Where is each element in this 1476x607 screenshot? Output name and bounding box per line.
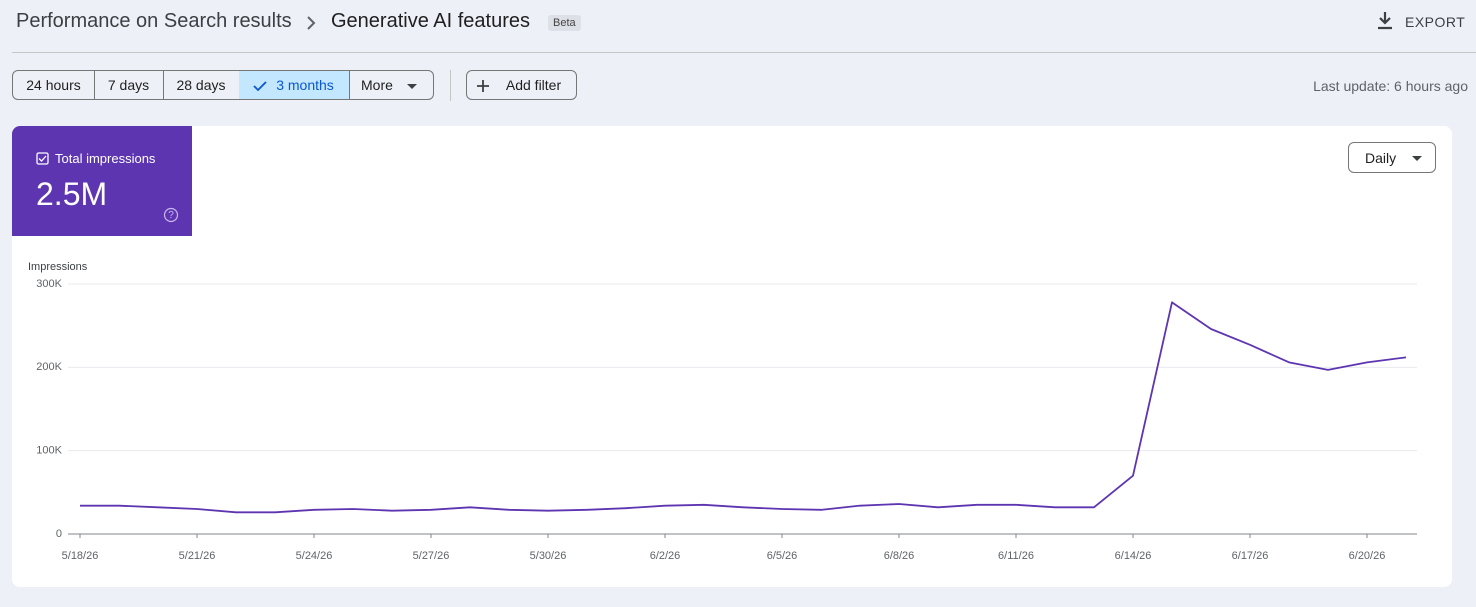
range-button[interactable]: 28 days bbox=[163, 70, 240, 100]
chevron bbox=[307, 16, 316, 30]
y-tick-label: 300K bbox=[36, 278, 62, 290]
svg-text:?: ? bbox=[168, 210, 174, 221]
granularity-label: Daily bbox=[1365, 150, 1397, 166]
y-tick-label: 0 bbox=[56, 528, 62, 540]
breadcrumb[interactable]: Performance on Search results bbox=[16, 10, 292, 32]
range-button[interactable]: 7 days bbox=[94, 70, 164, 100]
x-tick-label: 6/14/26 bbox=[1115, 550, 1152, 562]
range-label: 3 months bbox=[276, 77, 334, 93]
beta-badge: Beta bbox=[548, 15, 581, 31]
page-title: Generative AI features bbox=[331, 10, 531, 32]
range-button[interactable]: 24 hours bbox=[12, 70, 95, 100]
metric-tile[interactable]: Total impressions 2.5M ? bbox=[12, 126, 192, 236]
dropdown-arrow bbox=[1412, 156, 1422, 161]
y-tick-label: 200K bbox=[36, 361, 62, 373]
x-tick-label: 6/2/26 bbox=[650, 550, 681, 562]
checkbox[interactable] bbox=[36, 152, 49, 165]
last-update: Last update: 6 hours ago bbox=[1313, 78, 1468, 94]
x-tick-label: 6/8/26 bbox=[884, 550, 915, 562]
check-icon bbox=[253, 81, 267, 92]
more-label: More bbox=[361, 77, 393, 93]
header-rule bbox=[12, 52, 1476, 53]
y-tick-label: 100K bbox=[36, 445, 62, 457]
impressions-line bbox=[80, 301, 1407, 514]
x-tick-label: 5/18/26 bbox=[62, 550, 99, 562]
add-filter-button[interactable]: Add filter bbox=[466, 70, 577, 100]
help-icon[interactable]: ? bbox=[163, 207, 179, 223]
metric-value: 2.5M bbox=[36, 176, 108, 212]
x-tick-label: 5/30/26 bbox=[530, 550, 567, 562]
chart-card: Total impressions 2.5M ? Daily Impressio… bbox=[12, 126, 1452, 587]
x-tick-label: 6/20/26 bbox=[1349, 550, 1386, 562]
divider bbox=[450, 70, 451, 101]
metric-label: Total impressions bbox=[55, 151, 156, 166]
add-filter-label: Add filter bbox=[505, 77, 562, 93]
x-tick-label: 5/27/26 bbox=[413, 550, 450, 562]
dropdown-arrow bbox=[407, 84, 417, 89]
download-icon[interactable] bbox=[1376, 11, 1394, 31]
y-axis-label: Impressions bbox=[28, 261, 88, 273]
range-button-selected[interactable]: 3 months bbox=[239, 70, 350, 100]
export-button[interactable]: EXPORT bbox=[1405, 14, 1466, 30]
x-tick-label: 5/24/26 bbox=[296, 550, 333, 562]
plus-icon bbox=[477, 80, 489, 92]
granularity-select[interactable]: Daily bbox=[1348, 142, 1436, 173]
x-tick-label: 6/17/26 bbox=[1232, 550, 1269, 562]
x-tick-label: 6/11/26 bbox=[998, 550, 1034, 562]
x-tick-label: 6/5/26 bbox=[767, 550, 798, 562]
chart: Impressions 0 100K 200K 300K 5/18/26 5/21/26 5… bbox=[28, 261, 1417, 562]
x-tick-label: 5/21/26 bbox=[179, 550, 216, 562]
more-button[interactable]: More bbox=[349, 70, 434, 100]
